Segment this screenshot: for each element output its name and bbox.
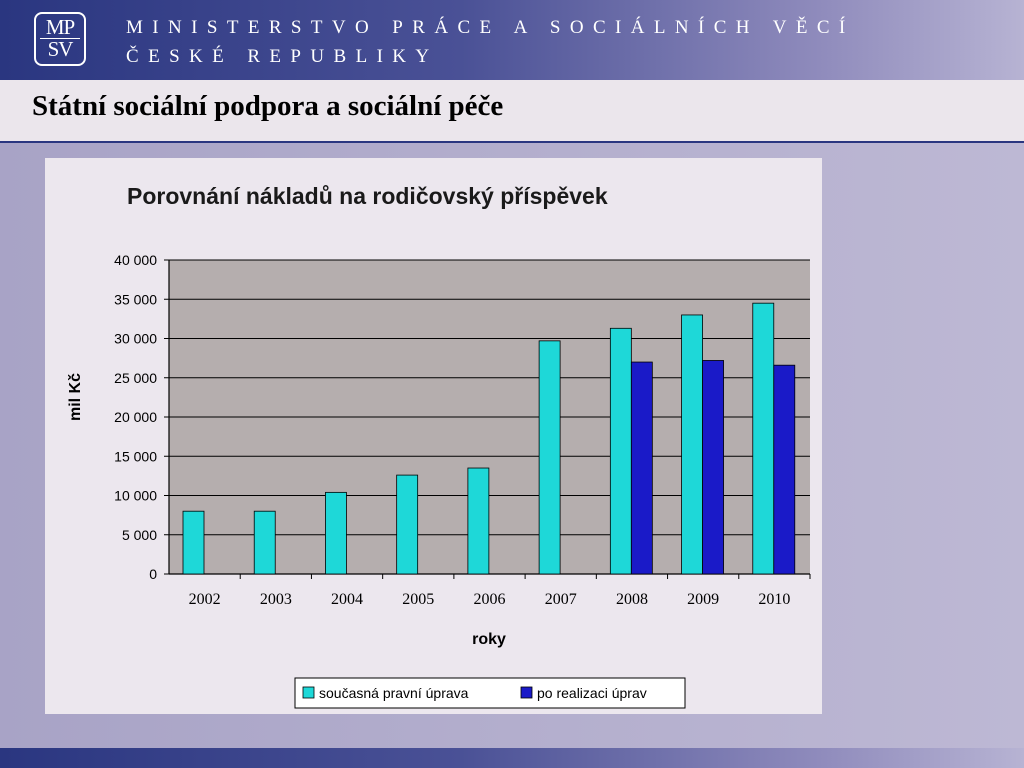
x-tick-label: 2006: [474, 591, 506, 608]
bar-after-reform-2009: [702, 360, 724, 575]
bar-current-2006: [467, 467, 490, 575]
x-tick-label: 2004: [331, 591, 363, 608]
y-tick-label: 20 000: [114, 409, 157, 425]
bar-after-reform-2008: [630, 361, 653, 575]
logo-line-1: MP: [45, 15, 75, 39]
y-tick-label: 0: [149, 566, 157, 582]
x-tick-label: 2005: [402, 591, 434, 608]
bar-current-2004: [325, 491, 347, 575]
legend-label: současná pravní úprava: [319, 685, 469, 701]
x-tick-label: 2007: [545, 591, 577, 608]
title-bar: [0, 80, 1024, 143]
y-tick-label: 5 000: [122, 527, 157, 543]
y-tick-label: 10 000: [114, 488, 157, 504]
bar-current-2002: [182, 510, 205, 575]
chart-panel: Porovnání nákladů na rodičovský příspěve…: [45, 158, 822, 714]
bar-after-reform-2010: [773, 364, 796, 575]
x-tick-label: 2008: [616, 591, 648, 608]
x-axis-label: roky: [472, 631, 506, 648]
y-axis-label: mil Kč: [67, 373, 84, 421]
bar-current-2008: [609, 327, 632, 575]
ministry-name-line-1: MINISTERSTVO PRÁCE A SOCIÁLNÍCH VĚCÍ: [126, 17, 855, 38]
y-tick-label: 35 000: [114, 291, 157, 307]
chart-legend: současná pravní úprava po realizaci úprav: [294, 677, 686, 709]
legend-swatch: [302, 686, 315, 699]
x-tick-label: 2002: [189, 591, 221, 608]
bar-chart: Porovnání nákladů na rodičovský příspěve…: [67, 183, 811, 709]
y-tick-label: 15 000: [114, 448, 157, 464]
bar-current-2005: [396, 474, 419, 575]
bar-current-2010: [752, 302, 775, 575]
bar-current-2003: [253, 510, 276, 575]
x-tick-label: 2003: [260, 591, 292, 608]
x-tick-label: 2009: [687, 591, 719, 608]
bar-current-2007: [538, 340, 561, 575]
legend-swatch: [520, 686, 533, 699]
ministry-name-line-2: ČESKÉ REPUBLIKY: [126, 46, 439, 67]
logo-line-2: SV: [47, 37, 74, 61]
slide-title: Státní sociální podpora a sociální péče: [32, 90, 504, 122]
y-tick-label: 30 000: [114, 331, 157, 347]
x-tick-label: 2010: [758, 591, 790, 608]
bar-current-2009: [681, 314, 703, 575]
chart-title: Porovnání nákladů na rodičovský příspěve…: [127, 183, 608, 209]
y-tick-label: 40 000: [114, 252, 157, 268]
footer-bar: [0, 748, 1024, 768]
mpsv-logo: MP SV: [34, 12, 86, 66]
legend-label: po realizaci úprav: [537, 685, 647, 701]
y-tick-label: 25 000: [114, 370, 157, 386]
legend-box: [294, 677, 686, 709]
header-bar: MP SV MINISTERSTVO PRÁCE A SOCIÁLNÍCH VĚ…: [0, 0, 1024, 80]
